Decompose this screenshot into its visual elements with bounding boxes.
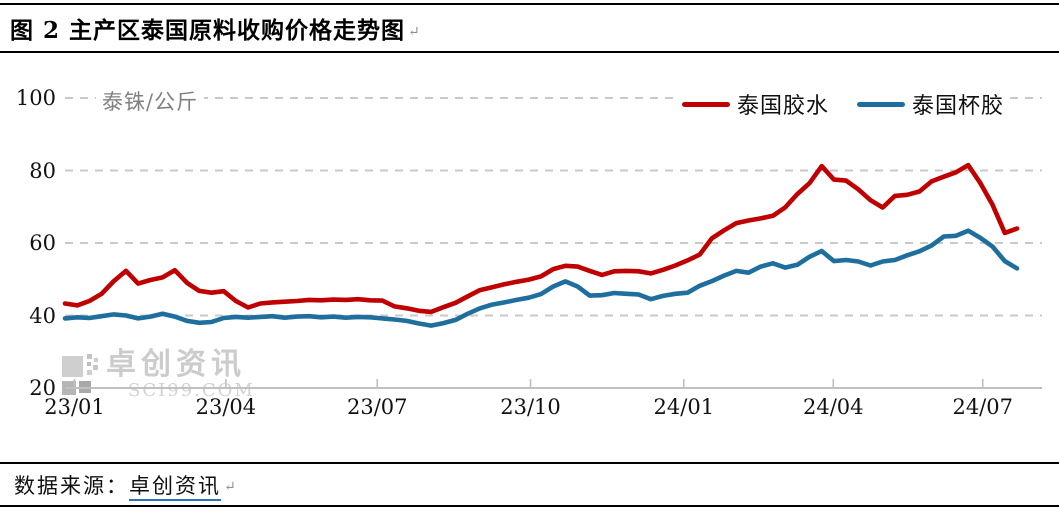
x-tick-label-23-10: 23/10 (500, 395, 561, 419)
footer-bottom-border-line (0, 505, 1059, 507)
cup-lump-line-swatch-icon (857, 101, 906, 107)
x-tick-label-24-01: 24/01 (653, 395, 715, 419)
watermark: 卓创资讯 SCI99.COM (60, 350, 255, 406)
x-tick-label-23-01: 23/01 (44, 395, 105, 419)
latex-price-line (62, 162, 1020, 315)
data-source-link[interactable]: 卓创资讯 (129, 474, 221, 501)
legend-item-latex: 泰国胶水 (682, 88, 829, 120)
latex-line-swatch-icon (682, 101, 730, 107)
sci99-logo-icon (62, 354, 98, 395)
chart-title-text: 图 2 主产区泰国原料收购价格走势图 (10, 17, 406, 44)
x-tick-label-23-04: 23/04 (195, 395, 257, 419)
y-tick-label-40: 40 (29, 303, 56, 328)
data-source-footer: 数据来源：卓创资讯 ↵ (14, 470, 238, 501)
y-axis-unit-label: 泰铢/公斤 (96, 86, 205, 116)
watermark-name: 卓创资讯 (106, 347, 246, 382)
y-tick-label-100: 100 (15, 86, 56, 110)
y-tick-label-20: 20 (29, 376, 56, 400)
y-tick-label-80: 80 (29, 158, 56, 183)
x-tick-label-24-07: 24/07 (952, 395, 1013, 419)
x-tick-label-23-07: 23/07 (346, 395, 408, 419)
x-tick-label-24-04: 24/04 (802, 395, 864, 419)
watermark-text: 卓创资讯 SCI99.COM (106, 350, 255, 400)
data-source-label: 数据来源： (14, 474, 129, 498)
title-divider-line (0, 51, 1059, 53)
footer-top-border-line (0, 462, 1059, 464)
price-trend-chart (62, 97, 1042, 389)
legend-label-latex: 泰国胶水 (737, 94, 830, 119)
watermark-site: SCI99.COM (128, 380, 255, 401)
legend-item-cup-lump: 泰国杯胶 (857, 88, 1004, 120)
paragraph-mark-icon: ↵ (408, 24, 421, 40)
y-tick-label-60: 60 (29, 231, 56, 255)
footer-paragraph-mark-icon: ↵ (224, 479, 238, 495)
chart-title: 图 2 主产区泰国原料收购价格走势图 ↵ (10, 11, 421, 45)
legend-label-cup-lump: 泰国杯胶 (912, 94, 1005, 119)
chart-legend: 泰国胶水 泰国杯胶 (678, 86, 1009, 122)
cup-lump-price-line (62, 228, 1020, 328)
top-border-line (0, 3, 1059, 5)
